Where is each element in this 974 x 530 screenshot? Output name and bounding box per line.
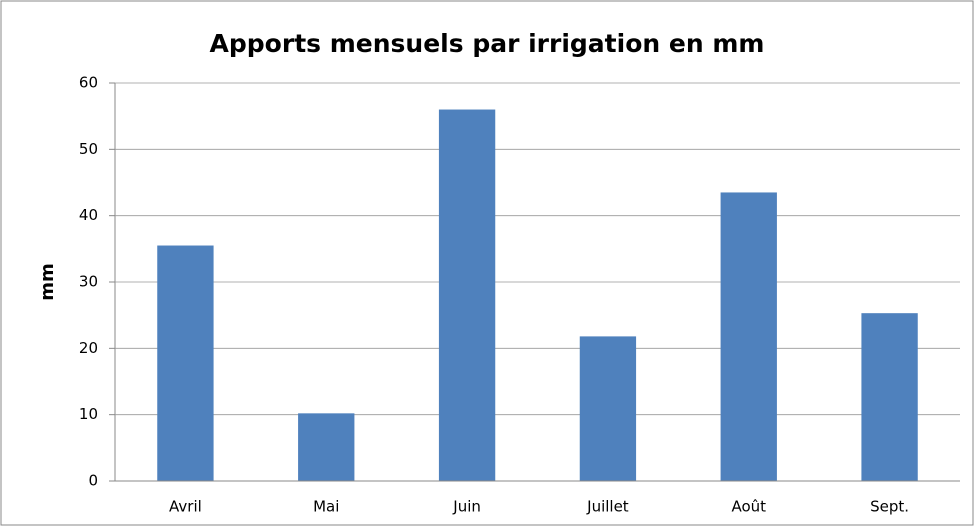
bar [298, 413, 355, 481]
y-axis-label: mm [37, 263, 58, 301]
x-tick-label: Juillet [586, 498, 629, 516]
y-tick-label: 40 [79, 206, 98, 224]
bar [861, 313, 918, 481]
y-tick-label: 30 [79, 273, 98, 291]
x-tick-label: Juin [452, 498, 481, 516]
bar [720, 192, 777, 481]
bar [579, 336, 637, 481]
y-tick-label: 50 [79, 140, 98, 158]
bar [438, 109, 496, 482]
y-tick-label: 60 [79, 74, 98, 92]
x-tick-label: Août [731, 498, 766, 516]
x-tick-label: Sept. [870, 498, 909, 516]
chart-title: Apports mensuels par irrigation en mm [210, 29, 765, 58]
bar [157, 245, 214, 481]
x-tick-label: Avril [169, 498, 202, 516]
x-tick-label: Mai [313, 498, 339, 516]
y-tick-label: 20 [79, 339, 98, 357]
y-tick-label: 10 [79, 405, 98, 423]
y-tick-label: 0 [88, 472, 98, 490]
